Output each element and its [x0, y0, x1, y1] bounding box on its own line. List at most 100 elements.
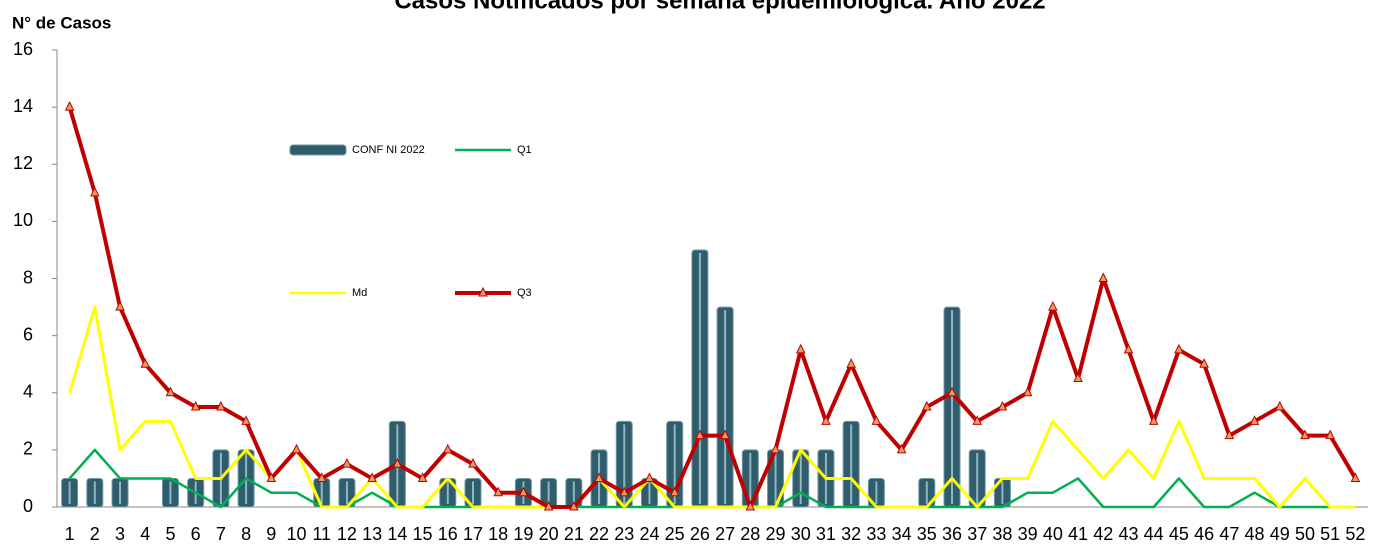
x-tick-label: 10 — [286, 524, 306, 544]
x-tick-label: 34 — [892, 524, 912, 544]
x-tick-label: 47 — [1219, 524, 1239, 544]
marker — [115, 300, 125, 311]
chart-title: Casos Notificados por semana epidemiológ… — [394, 0, 1045, 14]
x-tick-label: 13 — [362, 524, 382, 544]
y-tick-label: 14 — [13, 96, 33, 116]
marker — [1249, 415, 1260, 425]
x-tick-label: 5 — [165, 524, 175, 544]
marker — [997, 400, 1008, 411]
marker — [644, 472, 655, 482]
marker — [392, 458, 403, 468]
marker — [342, 458, 352, 468]
legend-label: Md — [352, 287, 367, 299]
x-tick-label: 48 — [1245, 524, 1265, 544]
x-tick-label: 31 — [816, 524, 836, 544]
x-tick-label: 7 — [216, 524, 226, 544]
marker — [1148, 415, 1159, 425]
x-tick-label: 28 — [740, 524, 760, 544]
x-tick-label: 24 — [639, 524, 659, 544]
marker — [90, 186, 100, 197]
x-tick-label: 49 — [1270, 524, 1290, 544]
marker — [543, 500, 554, 511]
x-tick-label: 11 — [312, 524, 331, 544]
x-tick-label: 20 — [539, 524, 559, 544]
x-tick-label: 26 — [690, 524, 710, 544]
x-tick-label: 52 — [1345, 524, 1365, 544]
marker — [1274, 400, 1285, 411]
x-tick-label: 1 — [65, 524, 75, 544]
marker — [821, 415, 831, 425]
x-tick-label: 4 — [140, 524, 150, 544]
legend-label: Q1 — [517, 144, 532, 156]
marker — [745, 500, 756, 511]
marker — [216, 400, 226, 411]
marker — [241, 415, 251, 425]
marker — [1174, 343, 1184, 354]
marker — [518, 486, 529, 497]
line — [67, 106, 1358, 509]
marker — [316, 472, 327, 482]
x-tick-label: 36 — [942, 524, 962, 544]
marker — [569, 500, 579, 511]
marker — [695, 429, 705, 440]
y-axis-label: N° de Casos — [12, 13, 111, 32]
marker — [972, 415, 983, 425]
marker — [1123, 343, 1134, 354]
y-tick-label: 0 — [23, 496, 33, 516]
marker — [64, 101, 75, 111]
x-tick-label: 42 — [1093, 524, 1113, 544]
x-tick-label: 17 — [463, 524, 483, 544]
marker — [795, 343, 806, 354]
x-tick-label: 14 — [387, 524, 407, 544]
x-tick-label: 41 — [1068, 524, 1088, 544]
marker — [1300, 429, 1310, 440]
x-tick-label: 29 — [766, 524, 786, 544]
x-tick-label: 38 — [992, 524, 1012, 544]
legend-label: Q3 — [517, 287, 532, 299]
y-tick-label: 16 — [13, 39, 33, 59]
y-tick-label: 12 — [13, 153, 33, 173]
x-tick-label: 46 — [1194, 524, 1214, 544]
marker — [846, 358, 856, 368]
legend-swatch — [289, 144, 347, 156]
y-tick-label: 2 — [23, 439, 33, 459]
marker — [594, 472, 604, 482]
x-tick-label: 8 — [241, 524, 251, 544]
x-tick-label: 21 — [564, 524, 584, 544]
marker — [921, 400, 932, 411]
marker — [1350, 472, 1361, 482]
marker — [1073, 372, 1083, 382]
marker — [720, 429, 730, 440]
marker — [442, 443, 453, 454]
marker — [1199, 358, 1209, 368]
x-tick-label: 3 — [115, 524, 125, 544]
x-tick-label: 32 — [841, 524, 861, 544]
marker — [1224, 429, 1235, 440]
x-tick-label: 22 — [589, 524, 609, 544]
x-tick-label: 30 — [791, 524, 811, 544]
marker — [291, 443, 302, 454]
marker — [770, 443, 781, 454]
marker — [1325, 429, 1335, 440]
x-tick-label: 23 — [614, 524, 634, 544]
x-tick-label: 19 — [513, 524, 533, 544]
x-tick-label: 35 — [917, 524, 937, 544]
marker — [669, 486, 680, 497]
marker — [190, 400, 201, 411]
marker — [468, 458, 478, 468]
x-tick-label: 45 — [1169, 524, 1189, 544]
marker — [871, 415, 882, 425]
x-tick-label: 27 — [715, 524, 735, 544]
marker — [140, 358, 151, 368]
y-tick-label: 4 — [23, 382, 33, 402]
y-tick-label: 6 — [23, 324, 33, 344]
legend-marker — [478, 286, 488, 297]
x-tick-label: 51 — [1320, 524, 1340, 544]
marker — [1022, 386, 1033, 397]
y-tick-label: 8 — [23, 267, 33, 287]
x-tick-label: 44 — [1144, 524, 1164, 544]
marker — [165, 386, 176, 397]
x-tick-label: 18 — [488, 524, 508, 544]
y-tick-label: 10 — [13, 210, 33, 230]
